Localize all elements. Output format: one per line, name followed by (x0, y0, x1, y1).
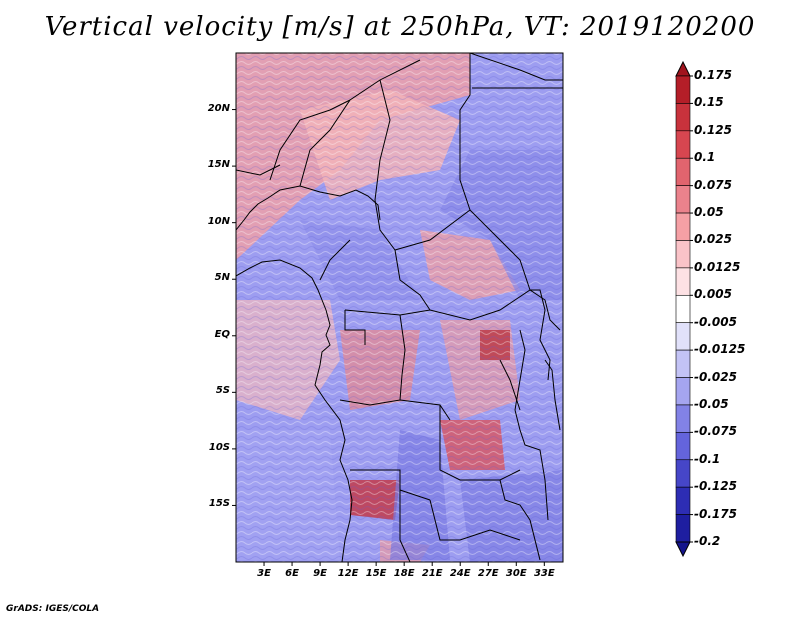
lat-label: 15N (207, 159, 230, 171)
colorbar-label: 0.0125 (694, 259, 741, 274)
country-borders (236, 53, 563, 562)
colorbar-swatch (675, 404, 691, 433)
colorbar-swatch (675, 377, 691, 406)
colorbar-swatch (675, 432, 691, 461)
lon-label: 15E (365, 568, 387, 579)
lon-label: 6E (285, 568, 299, 579)
colorbar-swatch (675, 103, 691, 132)
colorbar-swatch (675, 349, 691, 378)
lat-label: 20N (207, 102, 230, 114)
lat-label: 5N (214, 272, 230, 284)
colorbar-label: 0.025 (694, 232, 732, 247)
colorbar-label: -0.1 (694, 451, 721, 466)
colorbar-label: -0.175 (694, 506, 737, 521)
colorbar-label: 0.1 (694, 150, 716, 165)
lon-label: 12E (337, 568, 359, 579)
colorbar-label: -0.0125 (694, 342, 746, 357)
map-frame (235, 52, 564, 563)
lon-label: 30E (505, 568, 527, 579)
lon-label: 3E (257, 568, 271, 579)
map-title: Vertical velocity [m/s] at 250hPa, VT: 2… (44, 12, 756, 42)
colorbar-swatch (675, 157, 691, 186)
colorbar-swatch (675, 459, 691, 488)
lat-label: 10S (208, 441, 230, 453)
colorbar-label: -0.005 (694, 314, 737, 329)
lat-label: 15S (208, 498, 230, 510)
colorbar-bottom-arrow (675, 541, 691, 558)
colorbar-label: 0.15 (694, 95, 724, 110)
colorbar-swatch (675, 240, 691, 269)
colorbar-swatch (675, 267, 691, 296)
colorbar-swatch (675, 185, 691, 214)
lon-label: 24E (449, 568, 471, 579)
velocity-field (236, 53, 563, 562)
colorbar-label: 0.05 (694, 205, 724, 220)
axis-ticks (232, 109, 545, 566)
colorbar-swatch (675, 294, 691, 324)
colorbar-label: -0.075 (694, 424, 737, 439)
colorbar-label: 0.125 (694, 122, 732, 137)
colorbar-swatch (675, 514, 691, 543)
lat-label: 5S (215, 385, 230, 397)
colorbar-top-arrow (675, 60, 691, 77)
colorbar-swatch (675, 75, 691, 104)
colorbar-label: -0.125 (694, 479, 737, 494)
lon-label: 18E (393, 568, 415, 579)
lat-label: 10N (207, 215, 230, 227)
colorbar-label: 0.005 (694, 287, 732, 302)
lon-label: 27E (477, 568, 499, 579)
colorbar-swatch (675, 130, 691, 159)
credit-label: GrADS: IGES/COLA (6, 604, 100, 614)
lon-label: 33E (533, 568, 555, 579)
colorbar-label: 0.175 (694, 68, 732, 82)
colorbar-label: -0.05 (694, 396, 729, 411)
colorbar-label: 0.075 (694, 177, 732, 192)
colorbar-label: -0.2 (694, 534, 721, 548)
colorbar-swatch (675, 212, 691, 241)
colorbar-swatch (675, 486, 691, 515)
lat-label: EQ (214, 328, 230, 340)
lon-label: 21E (421, 568, 443, 579)
colorbar-label: -0.025 (694, 369, 737, 384)
colorbar-swatch (675, 322, 691, 351)
lon-label: 9E (313, 568, 327, 579)
